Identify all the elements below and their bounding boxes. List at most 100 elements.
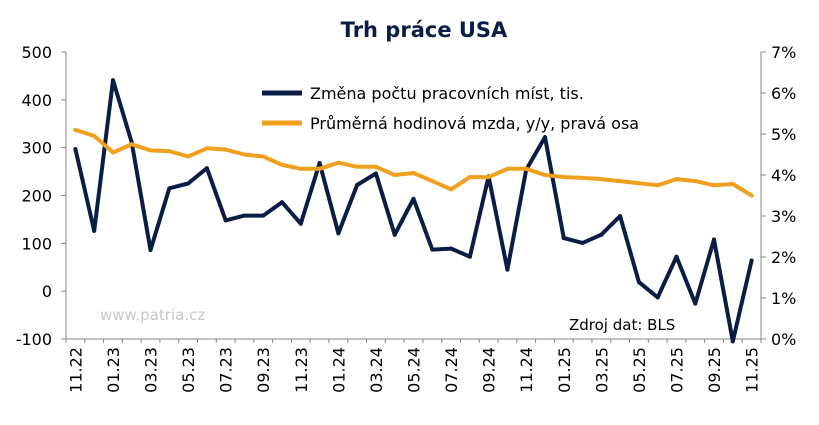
data-point-wage (411, 170, 416, 175)
data-point-jobs (392, 232, 397, 237)
data-point-wage (392, 173, 397, 177)
left-axis-ticks: -100 0 100 200 300 400 500 (16, 43, 66, 349)
data-point-jobs (336, 231, 341, 236)
data-point-wage (749, 193, 754, 198)
data-point-wage (449, 187, 454, 192)
data-point-wage (317, 166, 322, 171)
data-point-wage (336, 160, 341, 165)
x-tick-label: 01.24 (329, 347, 348, 393)
data-point-wage (261, 154, 266, 159)
x-tick-label: 11.22 (66, 347, 85, 393)
right-tick-label: 3% (771, 207, 796, 226)
source-note: Zdroj dat: BLS (569, 316, 675, 334)
x-tick-label: 03.25 (592, 347, 611, 393)
right-tick-label: 1% (771, 289, 796, 308)
x-tick-label: 03.23 (142, 347, 161, 393)
data-point-wage (580, 175, 585, 180)
data-point-jobs (730, 339, 735, 344)
data-point-jobs (449, 246, 454, 251)
data-point-wage (242, 152, 247, 157)
data-point-wage (655, 183, 660, 188)
left-tick-label: 0 (42, 282, 52, 301)
right-tick-label: 6% (771, 84, 796, 103)
right-tick-label: 7% (771, 43, 796, 62)
data-point-jobs (411, 196, 416, 201)
data-point-jobs (467, 254, 472, 259)
data-point-jobs (430, 247, 435, 252)
left-tick-label: -100 (16, 330, 52, 349)
data-point-wage (524, 166, 529, 171)
left-tick-label: 400 (21, 91, 52, 110)
data-point-wage (186, 154, 191, 159)
left-tick-label: 300 (21, 139, 52, 158)
data-point-wage (467, 175, 472, 180)
left-tick-label: 200 (21, 187, 52, 206)
data-point-wage (693, 179, 698, 184)
data-point-jobs (580, 240, 585, 245)
data-point-wage (73, 127, 78, 132)
watermark: www.patria.cz (100, 306, 205, 324)
x-tick-label: 09.24 (480, 347, 499, 393)
data-point-wage (110, 150, 115, 155)
data-point-jobs (73, 147, 78, 152)
data-point-jobs (110, 78, 115, 83)
data-point-wage (599, 177, 604, 182)
data-point-wage (561, 175, 566, 180)
x-tick-label: 05.25 (630, 347, 649, 393)
legend-label-jobs: Změna počtu pracovních míst, tis. (310, 84, 584, 103)
data-point-jobs (148, 248, 153, 253)
data-point-wage (204, 146, 209, 151)
x-tick-label: 07.24 (442, 347, 461, 393)
series-layer (73, 78, 754, 344)
data-point-jobs (542, 135, 547, 140)
data-point-wage (674, 177, 679, 182)
right-axis-ticks: 0% 1% 2% 3% 4% 5% 6% 7% (761, 43, 796, 349)
left-tick-label: 500 (21, 43, 52, 62)
legend-label-wage: Průměrná hodinová mzda, y/y, pravá osa (310, 114, 639, 133)
data-point-wage (618, 179, 623, 184)
data-point-wage (223, 147, 228, 152)
data-point-wage (636, 181, 641, 186)
x-tick-label: 07.25 (667, 347, 686, 393)
x-tick-label: 11.25 (743, 347, 762, 393)
data-point-wage (280, 162, 285, 167)
data-point-wage (148, 148, 153, 153)
right-tick-label: 2% (771, 248, 796, 267)
data-point-wage (730, 182, 735, 187)
x-tick-label: 03.24 (367, 347, 386, 393)
data-point-jobs (167, 186, 172, 191)
right-tick-label: 0% (771, 330, 796, 349)
x-tick-label: 09.23 (254, 347, 273, 393)
data-point-jobs (186, 181, 191, 186)
data-point-jobs (355, 182, 360, 187)
data-point-jobs (92, 228, 97, 233)
data-point-jobs (261, 213, 266, 218)
data-point-jobs (242, 213, 247, 218)
data-point-jobs (561, 236, 566, 241)
data-point-jobs (693, 301, 698, 306)
data-point-wage (167, 149, 172, 154)
data-point-wage (373, 164, 378, 169)
data-point-wage (355, 164, 360, 169)
x-tick-label: 01.25 (555, 347, 574, 393)
data-point-jobs (599, 232, 604, 237)
data-point-jobs (204, 166, 209, 171)
data-point-wage (298, 166, 303, 171)
data-point-jobs (618, 214, 623, 219)
data-point-jobs (373, 171, 378, 176)
chart-title: Trh práce USA (341, 18, 508, 42)
x-tick-label: 11.24 (517, 347, 536, 393)
data-point-jobs (655, 295, 660, 300)
data-point-jobs (712, 237, 717, 242)
data-point-jobs (505, 267, 510, 272)
data-point-jobs (674, 254, 679, 259)
right-tick-label: 4% (771, 166, 796, 185)
x-tick-label: 01.23 (104, 347, 123, 393)
x-tick-label: 09.25 (705, 347, 724, 393)
data-point-wage (542, 173, 547, 177)
data-point-jobs (223, 218, 228, 223)
data-point-jobs (749, 258, 754, 263)
data-point-wage (430, 179, 435, 184)
data-point-wage (505, 166, 510, 171)
